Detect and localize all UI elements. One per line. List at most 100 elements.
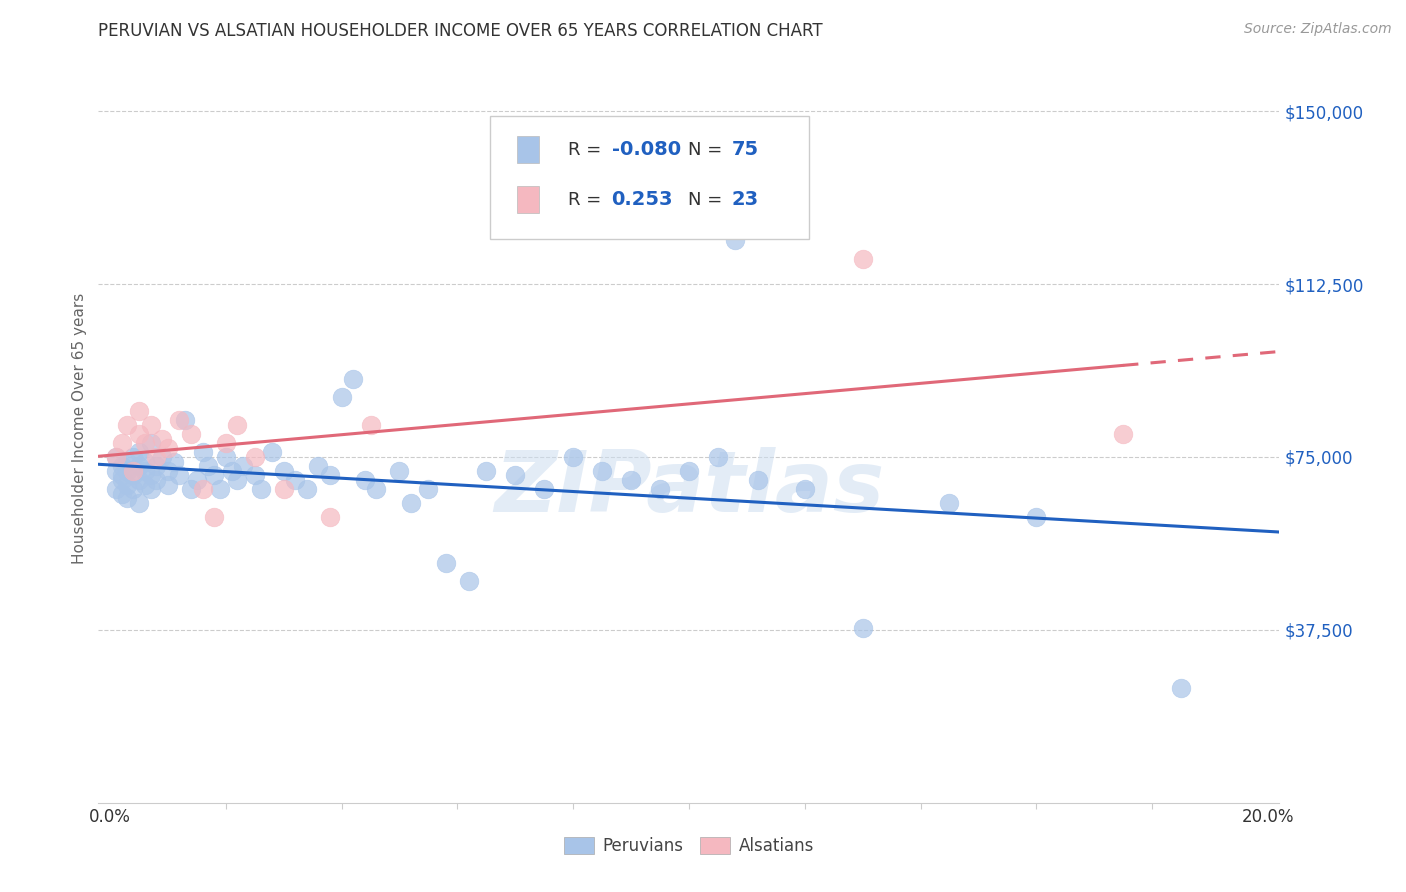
Point	[128, 404, 150, 418]
Point	[475, 464, 498, 478]
Point	[648, 482, 671, 496]
Point	[295, 482, 318, 496]
Point	[156, 477, 179, 491]
Point	[139, 436, 162, 450]
Point	[399, 496, 422, 510]
Point	[145, 459, 167, 474]
Point	[191, 482, 214, 496]
Point	[128, 496, 150, 510]
Text: R =: R =	[568, 141, 607, 159]
Point	[202, 468, 225, 483]
Point	[104, 450, 127, 464]
Point	[360, 417, 382, 432]
Point	[156, 441, 179, 455]
Point	[191, 445, 214, 459]
Point	[852, 621, 875, 635]
Point	[122, 482, 145, 496]
Point	[169, 413, 191, 427]
Point	[243, 450, 266, 464]
Point	[221, 464, 243, 478]
Point	[388, 464, 411, 478]
Point	[169, 468, 191, 483]
Point	[122, 464, 145, 478]
Y-axis label: Householder Income Over 65 years: Householder Income Over 65 years	[72, 293, 87, 564]
Point	[215, 436, 238, 450]
Point	[1112, 426, 1135, 441]
Point	[319, 468, 342, 483]
Point	[353, 473, 375, 487]
Point	[145, 450, 167, 464]
Point	[104, 482, 127, 496]
Point	[226, 473, 249, 487]
Point	[226, 417, 249, 432]
Text: Source: ZipAtlas.com: Source: ZipAtlas.com	[1244, 22, 1392, 37]
Point	[122, 468, 145, 483]
Point	[134, 436, 156, 450]
Point	[503, 468, 526, 483]
Text: 0.253: 0.253	[612, 190, 673, 210]
Point	[243, 468, 266, 483]
Point	[938, 496, 960, 510]
Point	[678, 464, 700, 478]
Point	[273, 464, 295, 478]
Text: N =: N =	[688, 141, 728, 159]
Text: 23: 23	[731, 190, 759, 210]
Point	[139, 417, 162, 432]
Point	[150, 450, 173, 464]
Point	[128, 459, 150, 474]
Point	[110, 468, 132, 483]
Point	[208, 482, 231, 496]
Text: ZIPatlas: ZIPatlas	[494, 447, 884, 530]
Point	[591, 464, 613, 478]
Point	[249, 482, 271, 496]
Point	[110, 459, 132, 474]
Point	[117, 464, 139, 478]
Point	[110, 473, 132, 487]
Point	[1025, 510, 1047, 524]
Point	[110, 487, 132, 501]
Point	[319, 510, 342, 524]
Point	[620, 473, 643, 487]
Point	[418, 482, 440, 496]
Point	[180, 426, 202, 441]
Legend: Peruvians, Alsatians: Peruvians, Alsatians	[557, 830, 821, 862]
Text: N =: N =	[688, 191, 728, 209]
Point	[117, 417, 139, 432]
Point	[117, 477, 139, 491]
Point	[793, 482, 815, 496]
Text: -0.080: -0.080	[612, 140, 681, 159]
Point	[707, 450, 730, 464]
Point	[145, 473, 167, 487]
Text: PERUVIAN VS ALSATIAN HOUSEHOLDER INCOME OVER 65 YEARS CORRELATION CHART: PERUVIAN VS ALSATIAN HOUSEHOLDER INCOME …	[98, 22, 823, 40]
Point	[128, 445, 150, 459]
Point	[110, 436, 132, 450]
Point	[330, 390, 353, 404]
Point	[163, 454, 186, 468]
Point	[180, 482, 202, 496]
Point	[747, 473, 769, 487]
Point	[156, 464, 179, 478]
Point	[134, 464, 156, 478]
Point	[366, 482, 388, 496]
Text: 75: 75	[731, 140, 759, 159]
Point	[128, 426, 150, 441]
Point	[202, 510, 225, 524]
Point	[232, 459, 254, 474]
Point	[724, 233, 747, 247]
Point	[215, 450, 238, 464]
Point	[117, 454, 139, 468]
Point	[186, 473, 208, 487]
Point	[139, 482, 162, 496]
Point	[197, 459, 219, 474]
Point	[150, 432, 173, 446]
Point	[1170, 681, 1192, 695]
Point	[852, 252, 875, 266]
Point	[104, 450, 127, 464]
Point	[139, 468, 162, 483]
Point	[174, 413, 197, 427]
Point	[307, 459, 329, 474]
Point	[273, 482, 295, 496]
Text: R =: R =	[568, 191, 607, 209]
Point	[134, 454, 156, 468]
Point	[128, 473, 150, 487]
